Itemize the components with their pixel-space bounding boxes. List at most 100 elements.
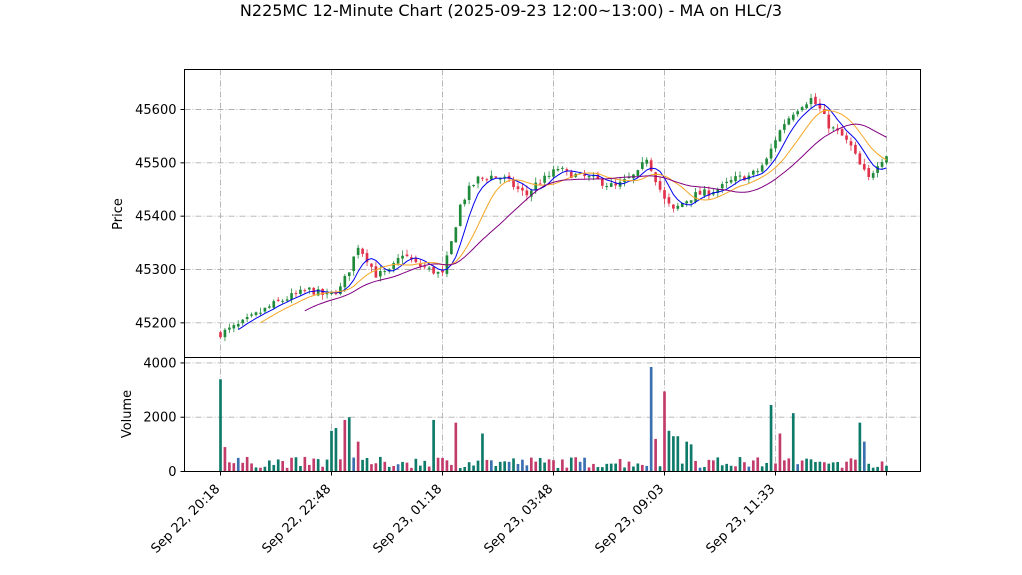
candle <box>632 173 635 184</box>
volume-bar <box>694 460 697 472</box>
candle <box>614 179 617 189</box>
volume-bar <box>574 457 578 472</box>
volume-bar <box>352 457 356 472</box>
candle <box>356 244 360 259</box>
volume-bar <box>538 457 542 472</box>
candle <box>729 176 733 185</box>
candle <box>854 141 857 155</box>
candle <box>640 157 644 171</box>
volume-bar <box>330 430 333 472</box>
price-panel-frame <box>184 69 921 358</box>
volume-bar <box>414 458 418 472</box>
volume-bar <box>658 466 662 472</box>
volume-bar <box>672 436 675 472</box>
volume-bar <box>498 461 502 472</box>
volume-bar <box>241 462 245 472</box>
volume-bar <box>614 463 617 472</box>
volume-bar <box>858 422 862 472</box>
volume-bar <box>720 465 724 472</box>
volume-bar <box>392 465 395 472</box>
volume-bar <box>569 457 573 472</box>
candle <box>867 165 871 181</box>
volume-bars <box>219 367 888 472</box>
volume-bar <box>272 464 276 472</box>
volume-bar <box>578 461 582 472</box>
volume-bar <box>503 461 506 472</box>
candle <box>516 182 520 193</box>
candle <box>276 297 280 302</box>
volume-bar <box>405 462 409 472</box>
volume-bar <box>534 461 538 472</box>
volume-bar <box>814 461 817 472</box>
volume-gridlines <box>184 362 921 472</box>
volume-bar <box>862 441 866 472</box>
volume-bar <box>787 458 791 472</box>
candle <box>259 307 262 316</box>
volume-bar <box>592 463 595 472</box>
price-tick-label: 45200 <box>135 316 176 331</box>
candle <box>352 256 356 276</box>
candle <box>263 307 267 313</box>
candle <box>441 265 444 277</box>
volume-bar <box>587 467 591 472</box>
candle <box>281 298 284 304</box>
volume-bar <box>561 459 564 472</box>
candle <box>672 204 675 213</box>
candle <box>547 171 551 179</box>
volume-bar <box>751 460 755 472</box>
volume-bar <box>245 456 249 472</box>
candle <box>849 137 853 151</box>
x-axis: Sep 22, 20:18 Sep 22, 22:48 Sep 23, 01:18 S… <box>148 471 887 557</box>
volume-bar <box>769 405 773 472</box>
volume-bar <box>325 459 329 472</box>
candle <box>685 200 689 207</box>
volume-bar <box>805 458 808 472</box>
candle <box>294 290 298 298</box>
candle <box>845 132 848 144</box>
volume-bar <box>867 463 871 472</box>
volume-bar <box>472 465 475 472</box>
candle <box>236 320 240 330</box>
volume-bar <box>778 433 782 472</box>
candle <box>831 126 835 132</box>
x-tick-label: Sep 23, 03:48 <box>481 482 556 557</box>
price-tick-label: 45600 <box>135 103 176 118</box>
candle <box>450 240 453 255</box>
x-tick-label: Sep 23, 01:18 <box>370 482 445 557</box>
volume-tick-label: 2000 <box>143 411 176 426</box>
candle <box>769 143 773 162</box>
volume-bar <box>743 462 746 472</box>
candle <box>814 93 817 105</box>
candle <box>689 200 693 208</box>
volume-bar <box>490 460 493 472</box>
volume-bar <box>321 466 324 472</box>
volume-bar <box>512 458 515 472</box>
volume-bar <box>649 367 653 472</box>
volume-bar <box>450 464 453 472</box>
volume-bar <box>316 459 320 472</box>
candle <box>871 170 875 181</box>
volume-bar <box>707 459 711 472</box>
volume-bar <box>609 463 613 472</box>
volume-bar <box>507 461 511 472</box>
volume-bar <box>543 462 546 472</box>
candle <box>561 166 564 172</box>
volume-bar <box>605 463 609 472</box>
candle <box>876 162 879 178</box>
candle <box>609 178 613 188</box>
volume-bar <box>738 457 742 472</box>
volume-bar <box>703 467 706 472</box>
candle <box>791 112 795 122</box>
candle <box>667 193 671 207</box>
candle <box>818 98 822 112</box>
price-y-axis: 45200 45300 45400 45500 45600 <box>135 103 185 331</box>
volume-bar <box>689 444 693 472</box>
volume-bar <box>565 467 569 472</box>
volume-bar <box>774 463 777 472</box>
candle <box>823 103 826 115</box>
candle <box>880 158 884 170</box>
volume-tick-label: 4000 <box>143 356 176 371</box>
price-tick-label: 45400 <box>135 210 176 225</box>
candle <box>268 304 271 309</box>
volume-bar <box>276 459 280 472</box>
